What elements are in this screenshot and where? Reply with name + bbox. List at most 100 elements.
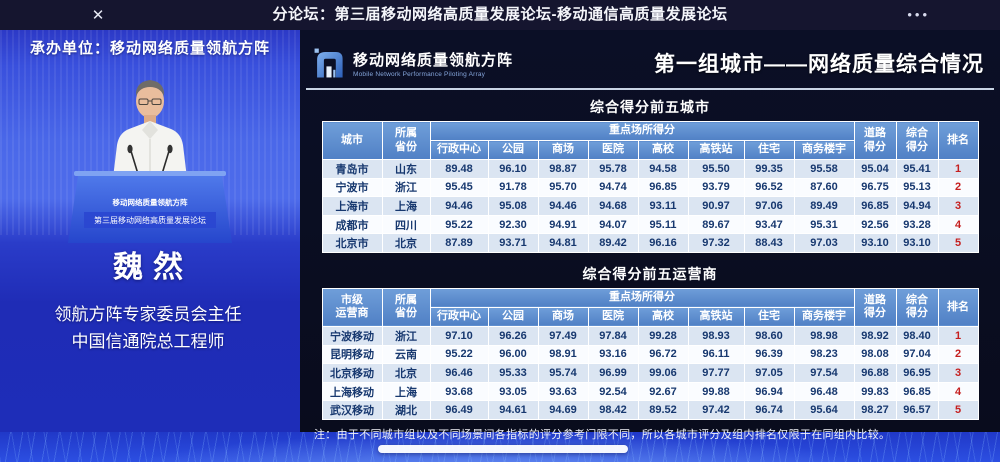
table-cell: 97.42 [687, 400, 745, 420]
table-cell: 98.42 [587, 400, 639, 420]
table-row: 宁波移动 浙江 97.10 96.26 97.49 97.84 99.28 98.93 98.6… [321, 325, 979, 346]
table-cell: 95.31 [793, 214, 855, 235]
header-venue: 公园 [487, 140, 539, 160]
header-rank: 排名 [937, 287, 979, 327]
table-cell: 97.32 [687, 233, 745, 253]
header-venues-group: 重点场所得分 [429, 287, 855, 308]
podium [68, 176, 232, 243]
microphone-icons [127, 144, 173, 175]
table-cell: 青岛市 [321, 159, 383, 179]
table-cell: 87.60 [793, 177, 855, 198]
table-cell: 上海 [381, 381, 431, 402]
table-cell: 95.74 [537, 363, 589, 383]
table-cell: 95.22 [429, 344, 489, 365]
table-cell: 北京 [381, 363, 431, 383]
table-cell: 3 [937, 363, 979, 383]
speaker-title-line1: 领航方阵专家委员会主任 [54, 305, 242, 324]
header-venues-group: 重点场所得分 [429, 121, 855, 141]
table-cell: 94.46 [429, 196, 489, 216]
table-cell: 96.74 [743, 400, 795, 420]
table-cell: 98.92 [853, 325, 897, 346]
podium-banner-text: 第三届移动网络高质量发展论坛 [94, 215, 206, 225]
table-cell: 4 [937, 381, 979, 402]
header-venue: 商务楼宇 [793, 306, 855, 327]
table-cell: 93.10 [895, 233, 939, 253]
header-venue: 医院 [587, 306, 639, 327]
operators-score-table: 市级 运营商 所属 省份 重点场所得分 道路 得分 综合 得分 排名 行政中心 … [321, 287, 979, 420]
table-row: 北京移动 北京 96.46 95.33 95.74 96.99 99.06 97.77 97.0… [321, 363, 979, 383]
table-cell: 武汉移动 [321, 400, 383, 420]
table-cell: 95.22 [429, 214, 489, 235]
header-total: 综合 得分 [895, 287, 939, 327]
table-cell: 93.16 [587, 344, 639, 365]
table-cell: 99.35 [743, 159, 795, 179]
table-cell: 95.08 [487, 196, 539, 216]
table-cell: 93.47 [743, 214, 795, 235]
table-cell: 96.99 [587, 363, 639, 383]
table-cell: 96.85 [637, 177, 689, 198]
table-cell: 95.33 [487, 363, 539, 383]
header-venue: 住宅 [743, 140, 795, 160]
header-operator: 市级 运营商 [321, 287, 383, 327]
speaker-neck [144, 115, 156, 124]
header-road: 道路 得分 [853, 287, 897, 327]
operators-table-header: 市级 运营商 所属 省份 重点场所得分 道路 得分 综合 得分 排名 行政中心 … [321, 287, 979, 327]
table-cell: 宁波市 [321, 177, 383, 198]
logo-name: 移动网络质量领航方阵 [353, 51, 514, 69]
table-row: 成都市 四川 95.22 92.30 94.91 94.07 95.11 89.67 93.47… [321, 214, 979, 235]
table-cell: 96.46 [429, 363, 489, 383]
pilot-array-logo-icon [314, 48, 343, 78]
table-cell: 92.56 [853, 214, 897, 235]
speaker-name: 魏然 [113, 251, 193, 284]
footnote: 注：由于不同城市组以及不同场景间各指标的评分参考门限不同，所以各城市评分及组内排… [314, 428, 891, 441]
table-cell: 94.68 [587, 196, 639, 216]
table-cell: 96.26 [487, 325, 539, 346]
close-icon[interactable]: ✕ [91, 7, 105, 24]
logo-name-en: Mobile Network Performance Piloting Arra… [353, 70, 486, 78]
table-cell: 87.89 [429, 233, 489, 253]
speaker-title-line2: 中国信通院总工程师 [71, 332, 225, 351]
table-cell: 97.10 [429, 325, 489, 346]
table-cell: 95.45 [429, 177, 489, 198]
more-options-icon[interactable]: ••• [907, 7, 930, 22]
table-cell: 95.13 [895, 177, 939, 198]
table-cell: 96.75 [853, 177, 897, 198]
table-cell: 浙江 [381, 177, 431, 198]
table-cell: 95.41 [895, 159, 939, 179]
table-cell: 94.74 [587, 177, 639, 198]
table-row: 武汉移动 湖北 96.49 94.61 94.69 98.42 89.52 97.42 96.7… [321, 400, 979, 420]
video-scrubber-handle[interactable] [378, 445, 628, 453]
speaker-hair [135, 80, 165, 96]
table-cell: 90.97 [687, 196, 745, 216]
header-venue: 行政中心 [429, 306, 489, 327]
table-cell: 96.85 [895, 381, 939, 402]
table-cell: 93.71 [487, 233, 539, 253]
slide-logo: 移动网络质量领航方阵 Mobile Network Performance Pi… [312, 46, 513, 80]
header-road: 道路 得分 [853, 121, 897, 160]
table-row: 昆明移动 云南 95.22 96.00 98.91 93.16 96.72 96.11 96.3… [321, 344, 979, 365]
table-cell: 93.10 [853, 233, 897, 253]
table-cell: 湖北 [381, 400, 431, 420]
table-cell: 96.72 [637, 344, 689, 365]
table-cell: 88.43 [743, 233, 795, 253]
table-cell: 云南 [381, 344, 431, 365]
table-cell: 98.93 [687, 325, 745, 346]
table-cell: 93.11 [637, 196, 689, 216]
header-venue: 高校 [637, 140, 689, 160]
header-venue: 高铁站 [687, 306, 745, 327]
header-province: 所属 省份 [381, 287, 431, 327]
table-cell: 96.39 [743, 344, 795, 365]
table-cell: 89.52 [637, 400, 689, 420]
table-cell: 5 [937, 233, 979, 253]
table-cell: 96.94 [743, 381, 795, 402]
table-cell: 宁波移动 [321, 325, 383, 346]
table-cell: 89.42 [587, 233, 639, 253]
slide-header: 移动网络质量领航方阵 Mobile Network Performance Pi… [300, 42, 1000, 88]
table-cell: 92.30 [487, 214, 539, 235]
table-cell: 1 [937, 325, 979, 346]
slide-title: 第一组城市——网络质量综合情况 [654, 53, 984, 76]
table-cell: 97.05 [743, 363, 795, 383]
table-cell: 浙江 [381, 325, 431, 346]
table-cell: 96.88 [853, 363, 897, 383]
